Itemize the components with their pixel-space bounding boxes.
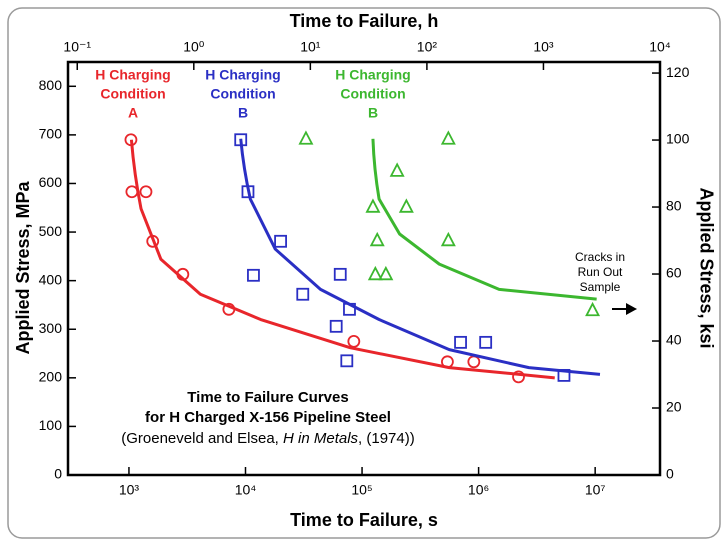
y2-tick-label: 20 (666, 399, 682, 415)
data-point (298, 130, 314, 145)
data-point (367, 265, 383, 281)
citation-part: (Groeneveld and Elsea, (121, 430, 283, 447)
y2-tick-label: 80 (666, 198, 682, 214)
data-point (146, 234, 160, 248)
series-label: H Charging (335, 67, 410, 83)
y-tick-label: 500 (39, 223, 63, 239)
data-point (389, 162, 405, 177)
x2-tick-label: 10⁻¹ (63, 39, 91, 55)
y-tick-label: 400 (39, 271, 63, 287)
data-point (454, 335, 467, 349)
data-point (512, 370, 525, 384)
citation-part: , (1974)) (358, 430, 415, 447)
citation: (Groeneveld and Elsea, H in Metals, (197… (121, 430, 415, 447)
arrow-head (626, 303, 637, 315)
series-label: Condition (100, 86, 165, 102)
series-label: H Charging (205, 67, 280, 83)
series-label: Condition (210, 86, 275, 102)
data-point (441, 355, 454, 369)
data-point (124, 133, 138, 147)
data-point (398, 198, 414, 213)
series-label: A (128, 105, 138, 121)
data-point (247, 268, 260, 282)
y-tick-label: 600 (39, 174, 63, 190)
data-point (479, 335, 493, 349)
data-point (440, 130, 456, 145)
series-label: H Charging (95, 67, 170, 83)
x2-tick-label: 10⁰ (183, 39, 205, 55)
annotation: Cracks in (575, 250, 625, 264)
plot-frame (66, 60, 662, 477)
fit-curve (239, 138, 601, 376)
data-point (176, 267, 190, 281)
data-point (440, 231, 456, 247)
data-point (222, 302, 236, 316)
y2-axis-title: Applied Stress, ksi (696, 187, 716, 348)
data-point (329, 319, 343, 333)
caption: Time to Failure Curves (187, 389, 348, 406)
x-tick-label: 10³ (119, 482, 140, 498)
annotation: Sample (580, 280, 621, 294)
data-point (296, 287, 310, 301)
data-point (585, 301, 601, 317)
x2-tick-label: 10² (417, 39, 438, 55)
data-point (557, 368, 571, 382)
y2-tick-label: 120 (666, 64, 690, 80)
y-tick-label: 100 (39, 417, 63, 433)
x2-tick-label: 10⁴ (649, 39, 671, 55)
data-point (333, 267, 347, 281)
x-tick-label: 10⁴ (235, 482, 257, 498)
data-point (234, 133, 248, 147)
y-tick-label: 700 (39, 126, 63, 142)
series-label: Condition (340, 86, 405, 102)
slide-border (7, 7, 721, 539)
x2-axis-title: Time to Failure, h (290, 11, 439, 31)
x-tick-label: 10⁵ (351, 482, 372, 498)
data-point (347, 334, 361, 348)
y2-tick-label: 0 (666, 466, 674, 482)
y-tick-label: 0 (54, 466, 62, 482)
y2-tick-label: 40 (666, 332, 682, 348)
x-axis-title: Time to Failure, s (290, 510, 438, 530)
y-tick-label: 800 (39, 77, 63, 93)
fit-curve (371, 138, 597, 301)
data-point (343, 302, 356, 316)
series-label: B (368, 105, 378, 121)
data-point (125, 185, 139, 199)
data-point (365, 198, 381, 213)
series-label: B (238, 105, 248, 121)
x2-tick-label: 10¹ (300, 39, 321, 55)
data-point (274, 234, 287, 248)
y2-tick-label: 60 (666, 265, 682, 281)
x2-tick-label: 10³ (533, 39, 554, 55)
annotation: Run Out (578, 265, 623, 279)
y-tick-label: 200 (39, 369, 63, 385)
data-point (378, 265, 394, 281)
x-tick-label: 10⁷ (585, 482, 606, 498)
data-point (369, 231, 385, 247)
y-tick-label: 300 (39, 320, 63, 336)
citation-part: H in Metals (283, 430, 359, 447)
y2-tick-label: 100 (666, 131, 690, 147)
data-point (241, 185, 255, 199)
caption: for H Charged X-156 Pipeline Steel (145, 409, 391, 426)
x-tick-label: 10⁶ (468, 482, 489, 498)
data-point (340, 354, 354, 368)
data-point (139, 185, 153, 199)
y-axis-title: Applied Stress, MPa (13, 180, 33, 354)
